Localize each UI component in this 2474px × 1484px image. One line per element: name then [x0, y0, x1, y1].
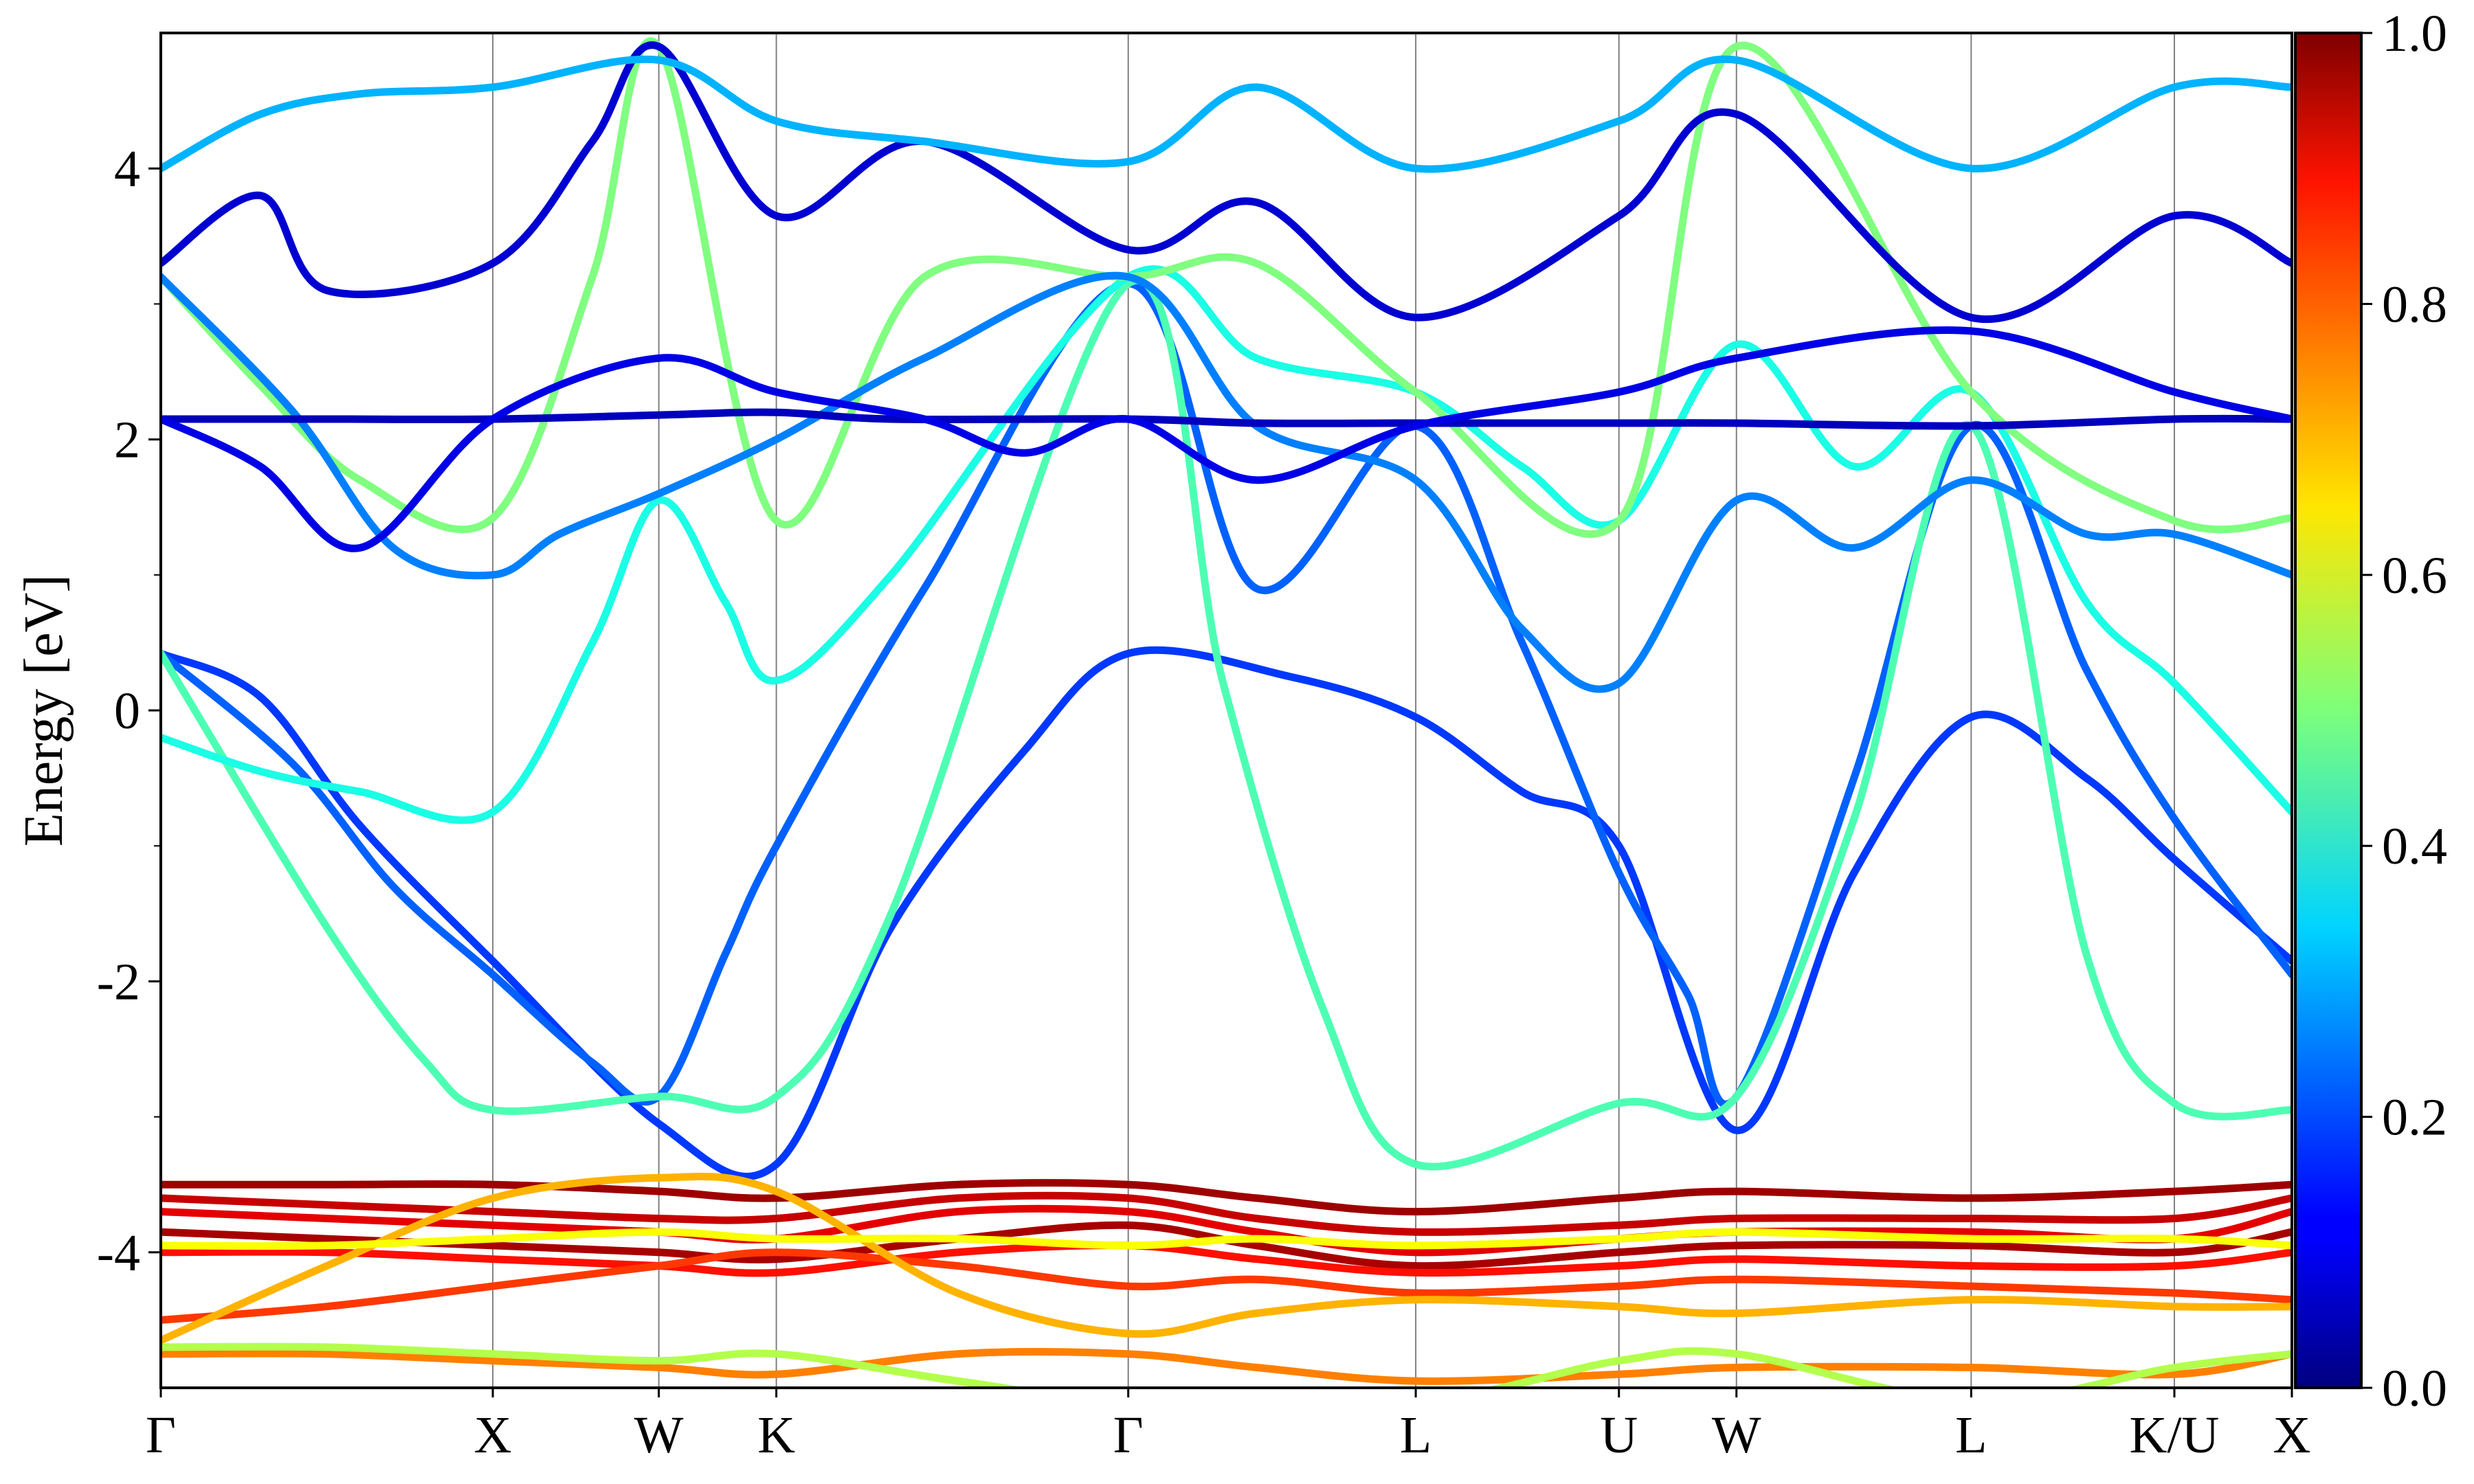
band-line — [161, 1204, 2292, 1257]
band-line — [161, 41, 2292, 323]
colorbar-tick-label: 0.8 — [2382, 276, 2447, 333]
band-line — [161, 326, 2292, 552]
colorbar-tick-label: 1.0 — [2382, 5, 2447, 63]
y-tick-label: 0 — [114, 682, 140, 740]
band-line — [161, 1228, 2292, 1250]
band-line — [161, 55, 2292, 173]
colorbar: 1.0 0.8 0.6 0.4 0.2 0.0 — [2294, 5, 2447, 1417]
band-line — [161, 408, 2292, 430]
plot-area: 4 2 0 -2 -4 Γ X W K Γ L U W L K/U X Energy [eV] — [14, 32, 2310, 1464]
kpoint-gridlines — [492, 33, 2175, 1388]
x-tick-label: L — [1955, 1406, 1987, 1464]
y-tick-label: -2 — [97, 953, 140, 1011]
band-line — [161, 1248, 2292, 1324]
colorbar-tick-label: 0.0 — [2382, 1360, 2447, 1417]
colorbar-tick-label: 0.2 — [2382, 1089, 2447, 1147]
x-tick-label: X — [2273, 1406, 2311, 1464]
y-axis-ticks: 4 2 0 -2 -4 — [97, 140, 161, 1282]
y-axis-title: Energy [eV] — [14, 574, 74, 846]
colorbar-gradient — [2294, 32, 2363, 1389]
x-tick-label: W — [1712, 1406, 1761, 1464]
band-line — [161, 1172, 2292, 1345]
band-line — [161, 276, 2292, 1171]
x-tick-label: Γ — [146, 1406, 176, 1464]
x-tick-label: U — [1600, 1406, 1638, 1464]
x-tick-label: K/U — [2130, 1406, 2220, 1464]
x-tick-label: Γ — [1113, 1406, 1144, 1464]
band-lines — [161, 37, 2292, 1388]
band-line — [161, 1179, 2292, 1216]
band-line — [161, 37, 2292, 538]
x-tick-label: X — [474, 1406, 512, 1464]
x-tick-label: K — [757, 1406, 795, 1464]
colorbar-tick-label: 0.6 — [2382, 547, 2447, 605]
band-line — [161, 265, 2292, 824]
x-tick-label: W — [634, 1406, 684, 1464]
colorbar-tick-label: 0.4 — [2382, 818, 2447, 875]
colorbar-ticks: 1.0 0.8 0.6 0.4 0.2 0.0 — [2361, 5, 2447, 1417]
y-tick-label: 2 — [114, 412, 140, 469]
band-line — [161, 1191, 2292, 1236]
y-tick-label: 4 — [114, 140, 140, 198]
band-line — [161, 646, 2292, 1180]
y-tick-label: -4 — [97, 1224, 140, 1282]
band-line — [161, 1342, 2292, 1388]
x-tick-label: L — [1400, 1406, 1431, 1464]
band-line — [161, 1221, 2292, 1270]
x-axis-ticks: Γ X W K Γ L U W L K/U X — [146, 1388, 2310, 1464]
band-line — [161, 1241, 2292, 1277]
band-line — [161, 1348, 2292, 1385]
